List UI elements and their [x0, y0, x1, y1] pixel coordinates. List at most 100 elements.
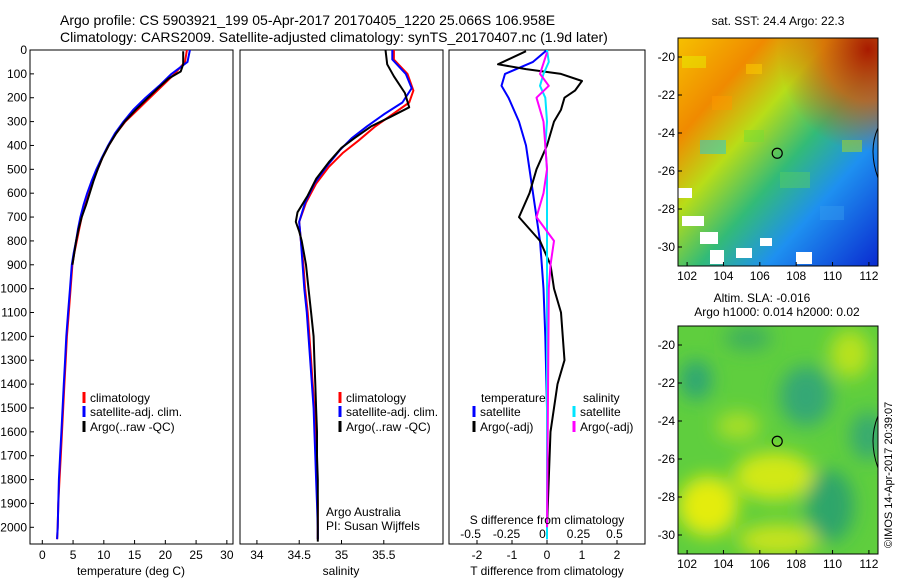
y-tick-label: 0 [20, 43, 27, 57]
x-tick-label: 15 [128, 548, 142, 562]
secondary-x-tick-label: 0.25 [567, 527, 591, 541]
map-y-tick-label: -20 [658, 338, 676, 352]
secondary-x-tick-label: -0.5 [460, 527, 481, 541]
sla-blobs [678, 326, 878, 554]
y-tick-label: 200 [7, 91, 27, 105]
map-x-tick-label: 112 [859, 269, 878, 283]
y-tick-label: 1200 [0, 329, 27, 343]
difference-profile-plot: -2 -1 0 1 2 -0.5 -0.25 0 0.25 0.5 temperature sal… [448, 49, 646, 578]
copyright-stamp: ©IMOS 14-Apr-2017 20:39:07 [883, 402, 895, 548]
salinity-axis: 34 34.5 35 35.5 [250, 540, 396, 562]
secondary-x-axis-label: S difference from climatology [470, 513, 625, 527]
map-y-tick-label: -30 [658, 528, 676, 542]
x-tick-label: 5 [70, 548, 77, 562]
y-tick-label: 1000 [0, 282, 27, 296]
y-tick-label: 1600 [0, 425, 27, 439]
map-title: Altim. SLA: -0.016 [714, 291, 811, 305]
legend-label: satellite-adj. clim. [90, 405, 182, 419]
argo-location-circle [771, 435, 783, 447]
map-x-tick-label: 106 [750, 557, 770, 571]
legend-header: salinity [583, 391, 620, 405]
y-tick-label: 1800 [0, 473, 27, 487]
y-tick-label: 1400 [0, 377, 27, 391]
coastline [872, 127, 879, 179]
x-tick-label: -2 [472, 548, 483, 562]
map-y-tick-label: -26 [658, 164, 676, 178]
x-axis-label: salinity [323, 564, 360, 578]
map-x-tick-label: 108 [786, 269, 806, 283]
map-x-tick-label: 110 [823, 557, 842, 571]
x-tick-label: 35 [335, 548, 349, 562]
no-data-gaps [678, 188, 812, 264]
x-axis-label: T difference from climatology [470, 564, 624, 578]
temperature-axis: 0 5 10 15 20 25 30 [39, 540, 234, 562]
y-tick-label: 1100 [1, 306, 27, 320]
legend-label: climatology [90, 391, 150, 405]
legend-label: Argo(..raw -QC) [346, 420, 431, 434]
sst-mottle [682, 56, 862, 220]
plot-frame [29, 49, 234, 545]
map-y-tick-label: -30 [658, 240, 676, 254]
x-tick-label: 30 [220, 548, 234, 562]
y-tick-label: 400 [7, 138, 27, 152]
x-tick-label: 20 [159, 548, 173, 562]
x-tick-label: -1 [507, 548, 518, 562]
temperature-difference-axis: -2 -1 0 1 2 [472, 540, 621, 562]
map-x-tick-label: 112 [859, 557, 878, 571]
secondary-x-tick-label: 0.5 [606, 527, 623, 541]
y-tick-label: 1500 [0, 401, 27, 415]
x-tick-label: 1 [579, 548, 586, 562]
legend-label: Argo(-adj) [480, 420, 533, 434]
map-y-tick-label: -28 [658, 490, 676, 504]
map-x-tick-label: 110 [823, 269, 842, 283]
series-line [497, 50, 583, 528]
y-tick-label: 1700 [0, 449, 27, 463]
secondary-x-tick-label: 0 [539, 527, 546, 541]
series-line [294, 50, 411, 542]
header-line-2: Climatology: CARS2009. Satellite-adjuste… [60, 29, 608, 45]
sst-map: sat. SST: 24.4 Argo: 22.3 102 104 106 108 11… [658, 14, 879, 283]
map-y-tick-label: -22 [658, 376, 676, 390]
map-x-tick-label: 104 [713, 557, 733, 571]
map-axes: 102 104 106 108 110 112 -20 -22 -24 -26 -28 -30 [658, 50, 879, 283]
map-y-tick-label: -24 [658, 414, 676, 428]
salinity-difference-tick-labels: -0.5 -0.25 0 0.25 0.5 [460, 527, 623, 541]
map-y-tick-label: -28 [658, 202, 676, 216]
map-y-tick-label: -26 [658, 452, 676, 466]
x-axis-label: temperature (deg C) [77, 564, 185, 578]
sea-level-anomaly-map: Altim. SLA: -0.016 Argo h1000: 0.014 h20… [658, 291, 879, 571]
legend-label: satellite-adj. clim. [346, 405, 438, 419]
legend: temperature salinitysatelliteArgo(-adj)sa… [472, 391, 633, 434]
y-tick-label: 300 [7, 115, 27, 129]
y-tick-label: 100 [7, 67, 27, 81]
map-x-tick-label: 108 [786, 557, 806, 571]
legend-label: Argo(-adj) [580, 420, 633, 434]
x-tick-label: 0 [39, 548, 46, 562]
legend-label: Argo(..raw -QC) [90, 420, 175, 434]
coastline [872, 415, 879, 469]
legend-label: satellite [480, 405, 521, 419]
x-tick-label: 10 [97, 548, 111, 562]
argo-location-circle [771, 147, 783, 159]
map-frame [677, 37, 879, 267]
x-tick-label: 25 [189, 548, 203, 562]
x-tick-label: 35.5 [372, 548, 396, 562]
argo-location-marker [771, 147, 783, 159]
map-x-tick-label: 104 [713, 269, 733, 283]
map-subtitle: Argo h1000: 0.014 h2000: 0.02 [694, 305, 860, 319]
x-tick-label: 0 [544, 548, 551, 562]
y-tick-label: 900 [7, 258, 27, 272]
map-x-tick-label: 102 [677, 557, 697, 571]
x-tick-label: 2 [614, 548, 621, 562]
depth-axis: 0 100 200 300 400 500 600 700 800 900 1000 1100 1200… [0, 43, 34, 534]
map-title: sat. SST: 24.4 Argo: 22.3 [712, 14, 845, 28]
y-tick-label: 2000 [0, 520, 27, 534]
series-line [535, 52, 555, 528]
map-axes: 102 104 106 108 110 112 -20 -22 -24 -26 -28 -30 [658, 338, 879, 571]
y-tick-label: 500 [7, 162, 27, 176]
map-y-tick-label: -24 [658, 126, 676, 140]
